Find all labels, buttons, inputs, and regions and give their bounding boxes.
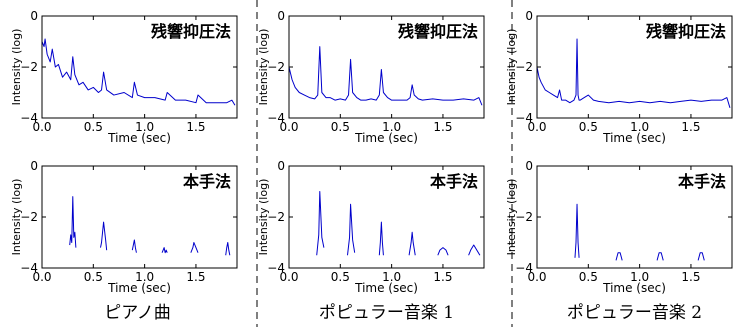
x-tick-label: 1.0 (135, 270, 154, 284)
x-tick-label: 0.5 (579, 120, 598, 134)
y-tick-label: −4 (267, 111, 285, 125)
y-tick-label: −2 (20, 60, 38, 74)
y-axis-label: Intensity (log) (257, 29, 270, 106)
x-tick-label: 0.0 (32, 270, 51, 284)
series-line (574, 203, 580, 258)
x-tick-label: 1.0 (630, 270, 649, 284)
series-line (408, 231, 416, 256)
x-tick-label: 1.0 (382, 120, 401, 134)
column-label: ピアノ曲 (104, 303, 170, 323)
x-tick-label: 1.5 (186, 270, 205, 284)
y-tick-label: −2 (515, 60, 533, 74)
x-tick-label: 0.5 (84, 120, 103, 134)
y-tick-label: −4 (20, 261, 38, 275)
y-axis-label: Intensity (log) (10, 29, 23, 106)
y-axis-label: Intensity (log) (257, 179, 270, 256)
panel-annotation: 残響抑圧法 (646, 22, 726, 41)
x-tick-label: 0.5 (331, 270, 350, 284)
series-line (437, 247, 449, 256)
x-tick-label: 1.5 (681, 270, 700, 284)
series-line (131, 239, 137, 253)
panel-annotation: 本手法 (430, 172, 478, 191)
x-tick-label: 0.0 (279, 270, 298, 284)
series-line (161, 247, 168, 254)
x-axis-label: Time (sec) (602, 131, 666, 145)
panel-annotation: 本手法 (183, 172, 231, 191)
y-tick-label: 0 (277, 9, 285, 23)
series-line (378, 221, 384, 256)
y-tick-label: −2 (267, 60, 285, 74)
x-tick-label: 1.5 (433, 120, 452, 134)
x-tick-label: 0.0 (279, 120, 298, 134)
series-line (190, 242, 199, 253)
series-line (316, 191, 325, 256)
x-tick-label: 1.0 (382, 270, 401, 284)
series-line (615, 252, 623, 261)
panel-annotation: 本手法 (678, 172, 726, 191)
chart-panel: 0.0 0.5 1.0 1.5 0 −2 −4 Time (sec) Intensity (lo… (257, 9, 485, 145)
y-tick-label: −4 (515, 261, 533, 275)
x-tick-label: 1.5 (681, 120, 700, 134)
column-label: ポピュラー音楽 2 (567, 303, 702, 323)
y-tick-label: −4 (20, 111, 38, 125)
chart-panel: 0.0 0.5 1.0 1.5 0 −2 −4 Time (sec) Intensity (lo… (257, 159, 485, 295)
y-tick-label: 0 (277, 159, 285, 173)
y-tick-label: −4 (267, 261, 285, 275)
x-tick-label: 0.5 (84, 270, 103, 284)
x-axis-label: Time (sec) (107, 281, 171, 295)
y-tick-label: −2 (515, 210, 533, 224)
series-line (537, 38, 731, 108)
x-axis-label: Time (sec) (602, 281, 666, 295)
y-tick-label: 0 (30, 159, 38, 173)
series-line (697, 252, 705, 261)
x-tick-label: 1.5 (186, 120, 205, 134)
series-line (656, 252, 664, 261)
chart-panel: 0.0 0.5 1.0 1.5 0 −2 −4 Time (sec) Intensity (lo… (10, 9, 238, 145)
x-tick-label: 1.0 (135, 120, 154, 134)
y-tick-label: 0 (30, 9, 38, 23)
series-line (42, 38, 236, 106)
series-line (468, 244, 481, 256)
y-tick-label: 0 (525, 9, 533, 23)
chart-panel: 0.0 0.5 1.0 1.5 0 −2 −4 Time (sec) Intensity (lo… (10, 159, 238, 295)
x-tick-label: 0.5 (579, 270, 598, 284)
column-label: ポピュラー音楽 1 (319, 303, 454, 323)
x-tick-label: 0.0 (527, 120, 546, 134)
series-line (225, 242, 231, 256)
y-tick-label: 0 (525, 159, 533, 173)
panel-annotation: 残響抑圧法 (151, 22, 231, 41)
x-tick-label: 0.5 (331, 120, 350, 134)
x-tick-label: 0.0 (32, 120, 51, 134)
x-tick-label: 1.5 (433, 270, 452, 284)
series-line (347, 203, 356, 256)
y-axis-label: Intensity (log) (10, 179, 23, 256)
x-tick-label: 1.0 (630, 120, 649, 134)
x-axis-label: Time (sec) (354, 131, 418, 145)
x-tick-label: 0.0 (527, 270, 546, 284)
y-tick-label: −2 (20, 210, 38, 224)
series-line (69, 196, 77, 248)
y-tick-label: −4 (515, 111, 533, 125)
y-tick-label: −2 (267, 210, 285, 224)
x-axis-label: Time (sec) (354, 281, 418, 295)
x-axis-label: Time (sec) (107, 131, 171, 145)
series-line (100, 221, 108, 251)
panel-annotation: 残響抑圧法 (398, 22, 478, 41)
series-line (289, 46, 483, 106)
